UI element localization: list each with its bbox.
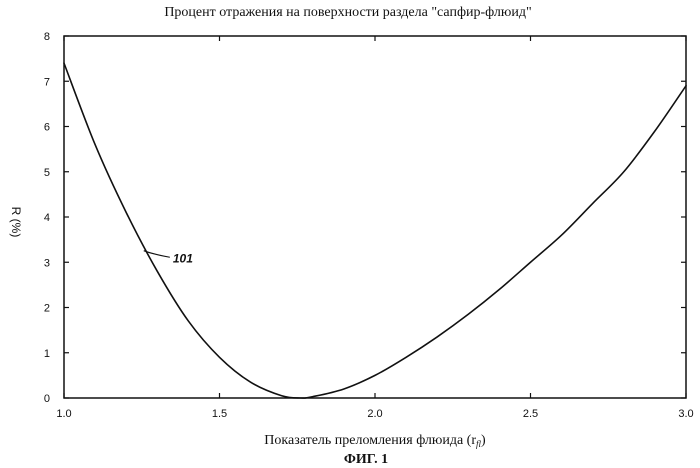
y-axis-ticks: 0 1 2 3 4 5 6 7 8 — [44, 31, 686, 405]
y-tick-label: 3 — [44, 257, 50, 269]
y-axis-label: R (%) — [9, 207, 23, 238]
y-tick-label: 1 — [44, 348, 50, 360]
x-tick-label: 1.5 — [212, 408, 227, 420]
x-tick-label: 2.5 — [523, 408, 538, 420]
y-tick-label: 8 — [44, 31, 50, 43]
x-axis-label-main: Показатель преломления флюида (r — [264, 433, 476, 448]
y-tick-label: 2 — [44, 303, 50, 315]
y-tick-label: 7 — [44, 76, 50, 88]
x-axis-ticks: 1.0 1.5 2.0 2.5 3.0 — [56, 36, 693, 420]
x-tick-label: 3.0 — [678, 408, 693, 420]
chart-title: Процент отражения на поверхности раздела… — [164, 5, 531, 20]
y-tick-label: 6 — [44, 122, 50, 134]
plot-area-frame — [64, 36, 686, 398]
y-tick-label: 5 — [44, 167, 50, 179]
annotations: 101 — [144, 251, 193, 266]
x-tick-label: 2.0 — [367, 408, 382, 420]
x-axis-label: Показатель преломления флюида (rfl) — [264, 433, 486, 449]
figure-label: ФИГ. 1 — [344, 452, 388, 467]
x-tick-label: 1.0 — [56, 408, 71, 420]
annotation-label: 101 — [173, 251, 193, 265]
data-series-line — [64, 63, 686, 398]
y-tick-label: 4 — [44, 212, 50, 224]
x-axis-label-close: ) — [481, 433, 486, 448]
y-tick-label: 0 — [44, 393, 50, 405]
